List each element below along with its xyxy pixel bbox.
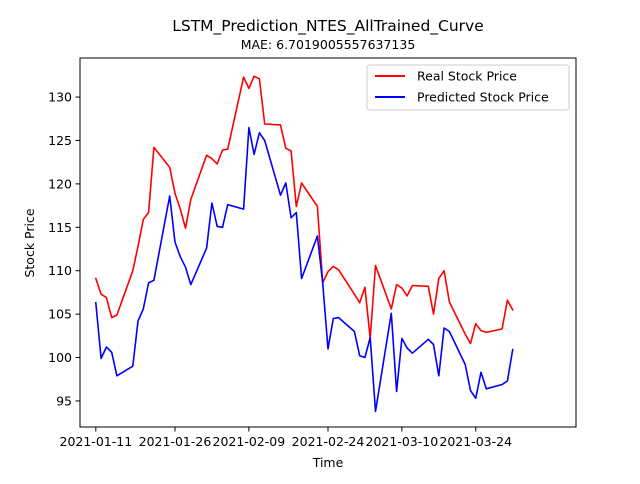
chart-title: LSTM_Prediction_NTES_AllTrained_Curve (172, 17, 484, 36)
y-tick-label: 125 (48, 133, 72, 148)
y-axis-ticks: 95 100 105 110 115 120 125 130 (48, 90, 80, 408)
legend-label-real: Real Stock Price (417, 69, 517, 84)
x-axis-ticks: 2021-01-11 2021-01-26 2021-02-09 2021-02-24… (60, 427, 512, 449)
x-tick-label: 2021-03-10 (366, 434, 439, 449)
y-tick-label: 110 (48, 263, 72, 278)
y-tick-label: 130 (48, 90, 72, 105)
x-tick-label: 2021-02-24 (292, 434, 365, 449)
x-tick-label: 2021-02-09 (213, 434, 286, 449)
chart-subtitle: MAE: 6.7019005557637135 (241, 37, 416, 52)
y-tick-label: 120 (48, 176, 72, 191)
legend-label-predicted: Predicted Stock Price (417, 90, 549, 105)
y-tick-label: 95 (56, 393, 72, 408)
x-tick-label: 2021-01-26 (139, 434, 212, 449)
series-line-predicted (94, 126, 514, 413)
series-layer (94, 75, 514, 413)
y-tick-label: 105 (48, 307, 72, 322)
y-tick-label: 100 (48, 350, 72, 365)
y-axis-label: Stock Price (22, 208, 37, 277)
legend-frame (366, 64, 570, 111)
y-tick-label: 115 (48, 220, 72, 235)
x-tick-label: 2021-01-11 (60, 434, 133, 449)
x-axis-label: Time (312, 455, 344, 470)
series-line-real (94, 75, 514, 345)
legend: Real Stock Price Predicted Stock Price (366, 64, 570, 111)
x-tick-label: 2021-03-24 (439, 434, 512, 449)
plot-frame (79, 57, 577, 428)
